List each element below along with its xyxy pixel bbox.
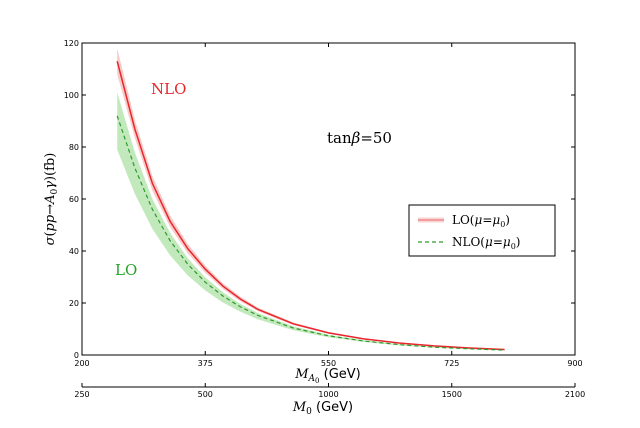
x-tick-label: 900 <box>567 359 582 368</box>
legend: LO(μ=μ0) NLO(μ=μ0) <box>408 204 556 257</box>
secondary-x-tick-label: 1500 <box>442 390 462 399</box>
secondary-x-tick-label: 2100 <box>565 390 585 399</box>
lo-series-line <box>116 61 505 351</box>
nlo-series-line <box>116 115 505 351</box>
lo-annotation: LO <box>115 261 137 279</box>
y-tick-label: 40 <box>69 247 79 256</box>
y-tick-label: 60 <box>69 195 79 204</box>
nlo-uncertainty-band <box>117 92 505 351</box>
y-tick-label: 100 <box>64 91 79 100</box>
nlo-annotation: NLO <box>151 80 186 98</box>
secondary-x-tick-label: 500 <box>198 390 213 399</box>
secondary-x-axis-label: M0 (GeV) <box>292 400 353 417</box>
x-tick-label: 550 <box>321 359 336 368</box>
y-tick-label: 0 <box>74 351 79 360</box>
legend-lo-label: LO(μ=μ0) <box>452 213 510 229</box>
series-lines <box>116 61 505 351</box>
tanbeta-annotation: tanβ=50 <box>327 129 392 147</box>
uncertainty-bands <box>117 48 505 351</box>
x-tick-label: 200 <box>74 359 89 368</box>
y-tick-label: 80 <box>69 143 79 152</box>
legend-nlo-label: NLO(μ=μ0) <box>452 235 520 251</box>
x-axis-ticks: 200 375 550 725 900 <box>74 43 583 368</box>
x-tick-label: 725 <box>444 359 459 368</box>
secondary-x-axis-ticks: 250 500 1000 1500 2100 <box>74 383 585 399</box>
secondary-x-tick-label: 1000 <box>318 390 338 399</box>
y-axis-ticks: 0 20 40 60 80 100 120 <box>64 39 575 360</box>
y-tick-label: 120 <box>64 39 79 48</box>
y-axis-label: σ(pp→A0γ)(fb) <box>43 153 60 246</box>
secondary-x-tick-label: 250 <box>74 390 89 399</box>
x-axis-label: MA0 (GeV) <box>294 367 361 385</box>
y-tick-label: 20 <box>69 299 79 308</box>
x-tick-label: 375 <box>198 359 213 368</box>
legend-box <box>408 204 556 257</box>
